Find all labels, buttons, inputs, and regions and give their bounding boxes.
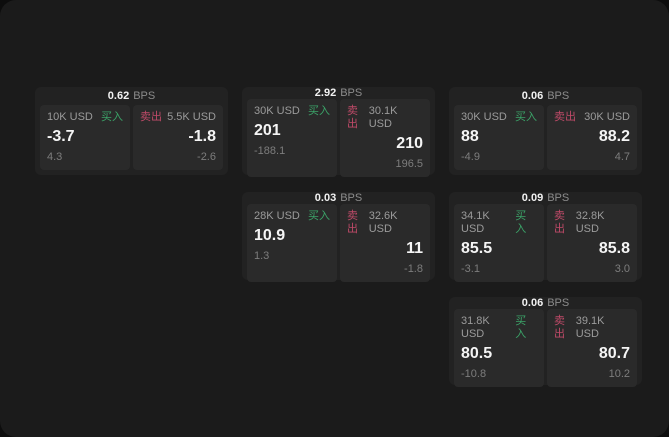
- buy-label: 买入: [515, 315, 527, 340]
- buy-panel[interactable]: 34.1K USD 买入 85.5 -3.1: [454, 204, 544, 282]
- sell-delta: 10.2: [608, 368, 630, 380]
- buy-amount: 28K USD: [254, 210, 300, 222]
- buy-amount: 30K USD: [461, 111, 507, 123]
- buy-panel[interactable]: 31.8K USD 买入 80.5 -10.8: [454, 309, 544, 387]
- sell-label: 卖出: [347, 105, 358, 130]
- sell-amount: 5.5K USD: [167, 111, 216, 123]
- buy-amount: 10K USD: [47, 111, 93, 123]
- sell-price: 210: [396, 135, 423, 152]
- bps-header: 2.92 BPS: [247, 87, 430, 99]
- quote-card: 0.03 BPS 28K USD 买入 10.9 1.3 卖出 32.6K US…: [242, 192, 435, 282]
- bps-header: 0.62 BPS: [40, 87, 223, 105]
- sell-price: -1.8: [188, 128, 216, 145]
- buy-label: 买入: [515, 210, 527, 235]
- sell-price: 11: [406, 240, 423, 257]
- buy-label: 买入: [101, 111, 123, 123]
- sell-price: 85.8: [598, 240, 630, 257]
- sell-price: 88.2: [598, 128, 630, 145]
- sell-delta: -2.6: [197, 151, 216, 163]
- sell-amount: 39.1K USD: [575, 315, 605, 340]
- buy-amount: 31.8K USD: [461, 315, 490, 340]
- sell-label: 卖出: [140, 111, 162, 123]
- sell-delta: 196.5: [395, 158, 423, 170]
- bps-value: 0.62: [107, 90, 130, 102]
- bps-unit-label: BPS: [547, 90, 570, 102]
- sell-panel[interactable]: 卖出 30.1K USD 210 196.5: [340, 99, 430, 177]
- sell-delta: -1.8: [404, 263, 423, 275]
- buy-price: 88: [461, 128, 479, 145]
- buy-panel[interactable]: 30K USD 买入 88 -4.9: [454, 105, 544, 170]
- quote-card: 0.06 BPS 31.8K USD 买入 80.5 -10.8 卖出 39.1…: [449, 297, 642, 387]
- bps-header: 0.06 BPS: [454, 87, 637, 105]
- bps-header: 0.06 BPS: [454, 297, 637, 309]
- sell-label: 卖出: [554, 111, 576, 123]
- buy-label: 买入: [515, 111, 537, 123]
- sell-label: 卖出: [347, 210, 358, 235]
- sell-amount: 30.1K USD: [368, 105, 398, 130]
- bps-value: 0.09: [521, 192, 544, 204]
- sell-amount: 32.6K USD: [368, 210, 398, 235]
- quote-card: 0.06 BPS 30K USD 买入 88 -4.9 卖出 30K USD: [449, 87, 642, 175]
- quote-card: 2.92 BPS 30K USD 买入 201 -188.1 卖出 30.1K …: [242, 87, 435, 177]
- sell-amount: 30K USD: [584, 111, 630, 123]
- bps-unit-label: BPS: [340, 192, 363, 204]
- buy-delta: -4.9: [461, 151, 480, 163]
- bps-header: 0.03 BPS: [247, 192, 430, 204]
- sell-delta: 4.7: [614, 151, 630, 163]
- buy-price: 201: [254, 122, 281, 139]
- buy-amount: 30K USD: [254, 105, 300, 117]
- buy-delta: 1.3: [254, 250, 270, 262]
- buy-price: -3.7: [47, 128, 75, 145]
- quote-card: 0.62 BPS 10K USD 买入 -3.7 4.3 卖出 5.5K USD: [35, 87, 228, 175]
- buy-delta: -3.1: [461, 263, 480, 275]
- sell-label: 卖出: [554, 315, 565, 340]
- sell-delta: 3.0: [614, 263, 630, 275]
- sell-panel[interactable]: 卖出 5.5K USD -1.8 -2.6: [133, 105, 223, 170]
- bps-value: 0.06: [521, 297, 544, 309]
- bps-value: 2.92: [314, 87, 337, 99]
- buy-label: 买入: [308, 105, 330, 117]
- buy-amount: 34.1K USD: [461, 210, 490, 235]
- bps-unit-label: BPS: [340, 87, 363, 99]
- buy-delta: -188.1: [254, 145, 286, 157]
- buy-price: 10.9: [254, 227, 286, 244]
- buy-panel[interactable]: 30K USD 买入 201 -188.1: [247, 99, 337, 177]
- sell-panel[interactable]: 卖出 32.8K USD 85.8 3.0: [547, 204, 637, 282]
- bps-header: 0.09 BPS: [454, 192, 637, 204]
- buy-panel[interactable]: 28K USD 买入 10.9 1.3: [247, 204, 337, 282]
- sell-panel[interactable]: 卖出 30K USD 88.2 4.7: [547, 105, 637, 170]
- bps-value: 0.06: [521, 90, 544, 102]
- sell-label: 卖出: [554, 210, 565, 235]
- sell-amount: 32.8K USD: [575, 210, 605, 235]
- buy-delta: 4.3: [47, 151, 63, 163]
- bps-unit-label: BPS: [547, 297, 570, 309]
- buy-price: 80.5: [461, 345, 493, 362]
- buy-panel[interactable]: 10K USD 买入 -3.7 4.3: [40, 105, 130, 170]
- sell-panel[interactable]: 卖出 32.6K USD 11 -1.8: [340, 204, 430, 282]
- bps-unit-label: BPS: [547, 192, 570, 204]
- quote-cards-grid: 0.62 BPS 10K USD 买入 -3.7 4.3 卖出 5.5K USD: [35, 87, 642, 387]
- sell-price: 80.7: [598, 345, 630, 362]
- sell-panel[interactable]: 卖出 39.1K USD 80.7 10.2: [547, 309, 637, 387]
- buy-delta: -10.8: [461, 368, 487, 380]
- bps-unit-label: BPS: [133, 90, 156, 102]
- quote-card: 0.09 BPS 34.1K USD 买入 85.5 -3.1 卖出 32.8K…: [449, 192, 642, 282]
- buy-price: 85.5: [461, 240, 493, 257]
- buy-label: 买入: [308, 210, 330, 222]
- bps-value: 0.03: [314, 192, 337, 204]
